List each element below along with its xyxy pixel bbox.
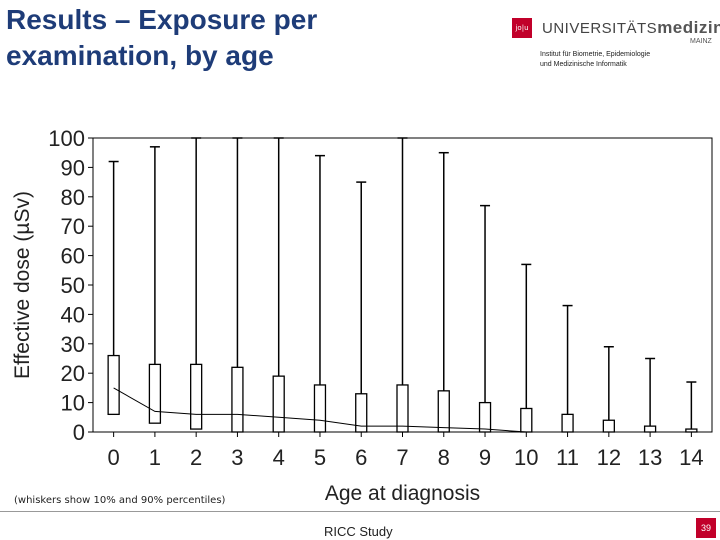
box xyxy=(148,363,162,424)
y-axis-label: Effective dose (µSv) xyxy=(11,191,34,379)
x-tick-label: 6 xyxy=(355,445,367,470)
university-logo: jo|u UNIVERSITÄTSmedizin. MAINZ Institut… xyxy=(512,18,720,76)
logo-mark: jo|u xyxy=(512,18,532,38)
y-tick-label: 0 xyxy=(73,420,85,445)
y-tick-label: 20 xyxy=(61,361,85,386)
box xyxy=(437,390,450,433)
x-tick-label: 13 xyxy=(638,445,662,470)
box xyxy=(313,384,327,433)
logo-wordmark: UNIVERSITÄTSmedizin. xyxy=(542,18,720,39)
y-tick-label: 10 xyxy=(61,391,85,416)
box xyxy=(602,419,615,433)
box xyxy=(190,363,203,430)
slide-title: Results – Exposure per examination, by a… xyxy=(6,4,318,71)
y-tick-label: 70 xyxy=(61,214,85,239)
box xyxy=(396,384,409,433)
y-tick-label: 100 xyxy=(48,126,85,151)
x-tick-label: 0 xyxy=(108,445,120,470)
box xyxy=(643,425,657,433)
x-tick-label: 3 xyxy=(231,445,243,470)
box xyxy=(561,413,574,433)
institute-name: Institut für Biometrie, Epidemiologie un… xyxy=(540,51,651,68)
x-tick-label: 14 xyxy=(679,445,703,470)
logo-name-bold: medizin. xyxy=(657,18,720,37)
y-tick-label: 60 xyxy=(61,244,85,269)
y-tick-label: 30 xyxy=(61,332,85,357)
box xyxy=(107,354,120,416)
x-tick-label: 5 xyxy=(314,445,326,470)
x-tick-label: 12 xyxy=(597,445,621,470)
box xyxy=(355,393,368,433)
box xyxy=(272,375,285,433)
y-tick-label: 90 xyxy=(61,155,85,180)
box xyxy=(478,401,492,433)
page-number: 39 xyxy=(696,518,716,538)
x-tick-label: 2 xyxy=(190,445,202,470)
logo-name-prefix: UNIVERSITÄTS xyxy=(542,20,658,37)
y-tick-label: 50 xyxy=(61,273,85,298)
x-tick-label: 1 xyxy=(149,445,161,470)
x-tick-label: 8 xyxy=(438,445,450,470)
x-tick-label: 11 xyxy=(556,445,579,470)
y-tick-label: 80 xyxy=(61,185,85,210)
box xyxy=(231,366,244,433)
footer-divider xyxy=(0,511,720,512)
footer-text: RICC Study xyxy=(324,524,393,539)
x-tick-label: 9 xyxy=(479,445,491,470)
whisker-note: (whiskers show 10% and 90% percentiles) xyxy=(14,495,226,506)
x-tick-label: 10 xyxy=(514,445,538,470)
x-axis-label: Age at diagnosis xyxy=(325,482,480,505)
y-tick-label: 40 xyxy=(61,302,85,327)
logo-city: MAINZ xyxy=(690,38,712,45)
box xyxy=(520,407,533,433)
x-tick-label: 7 xyxy=(396,445,408,470)
x-tick-label: 4 xyxy=(273,445,285,470)
median-line xyxy=(113,387,692,433)
